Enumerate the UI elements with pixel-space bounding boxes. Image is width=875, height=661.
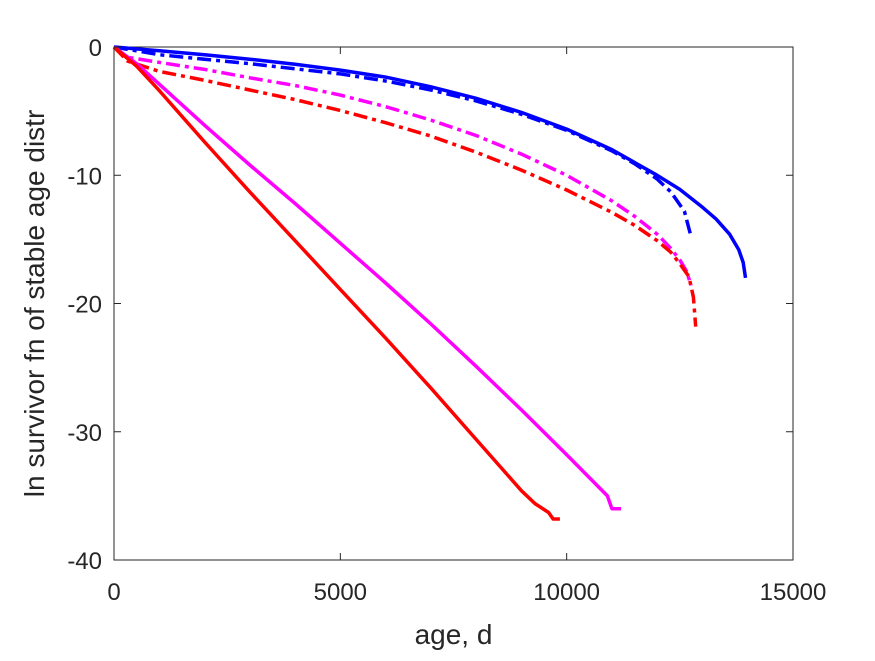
y-axis-ticks: 0 -10 -20 -30 -40 bbox=[67, 35, 793, 575]
y-tick-label: -30 bbox=[67, 420, 102, 447]
plot-area: 0 5000 10000 15000 0 -10 -20 -30 -40 bbox=[67, 35, 826, 606]
series-line-4-dashdot bbox=[112, 45, 698, 327]
x-tick-label: 10000 bbox=[533, 579, 600, 606]
series-line-5-solid bbox=[112, 45, 621, 511]
x-tick-label: 15000 bbox=[760, 579, 827, 606]
axes-box bbox=[113, 46, 794, 561]
x-tick-label: 5000 bbox=[314, 579, 367, 606]
series-line-2-dashdot bbox=[113, 45, 693, 238]
y-tick-label: -20 bbox=[67, 292, 102, 319]
x-axis-label: age, d bbox=[415, 619, 493, 650]
x-tick-label: 0 bbox=[107, 579, 120, 606]
series-line-3-dashdot bbox=[112, 45, 693, 287]
series-line-6-solid bbox=[112, 45, 560, 521]
series-group bbox=[112, 45, 748, 521]
y-axis-label: ln survivor fn of stable age distr bbox=[19, 110, 50, 498]
y-tick-label: 0 bbox=[89, 35, 102, 62]
y-tick-label: -10 bbox=[67, 163, 102, 190]
y-tick-label: -40 bbox=[67, 548, 102, 575]
series-line-1-solid bbox=[113, 45, 748, 279]
x-axis-ticks: 0 5000 10000 15000 bbox=[107, 47, 826, 606]
